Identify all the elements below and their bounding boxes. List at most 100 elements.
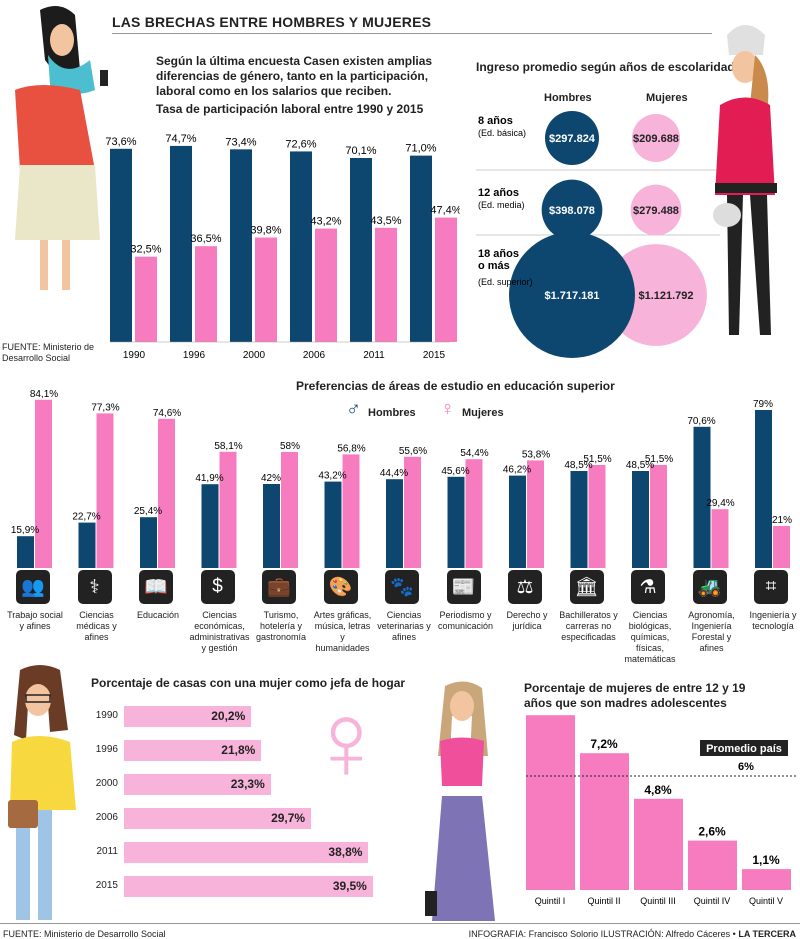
chart3-label-mujeres: 58% [280,441,300,452]
chart4-value-label: 21,8% [221,743,256,757]
woman-skirt-illustration [425,681,495,921]
chart5-reference-value: 6% [738,761,754,773]
chart3-bar-mujeres [219,451,237,568]
chart4-bar: 38,8% [124,842,369,863]
chart2-bubble-hombres [545,111,599,165]
chart3-label-mujeres: 51,5% [583,454,611,465]
chart5-bar [688,840,737,890]
chart1-bar-mujeres [435,217,457,342]
chart3-category-label: Ciencias económicas, administrativas y g… [189,610,250,653]
chart3-category-label: Turismo, hotelería y gastronomía [255,610,307,642]
chart1-label-mujeres: 47,4% [430,205,460,217]
chart2-title: Ingreso promedio según años de escolarid… [476,60,735,74]
chart3-label-hombres: 22,7% [72,512,100,523]
chart1-label-mujeres: 39,8% [250,225,281,237]
female-symbol-icon: ♀ [440,398,455,420]
chart2-label-mujeres: $279.488 [633,205,679,217]
chart3-bar-mujeres [465,459,483,568]
chart3-label-mujeres: 53,8% [522,449,550,460]
chart3-label-hombres: 48,5% [564,460,592,471]
chart3-label-hombres: 70,6% [687,416,715,427]
chart3-label-mujeres: 56,8% [337,443,365,454]
chart3-bar-hombres [201,484,219,568]
chart3-bar-mujeres [773,526,790,568]
suitcase-icon: 💼 [262,570,296,604]
chart1-bar-mujeres [375,227,397,342]
chart5-value-label: 2,6% [698,825,726,839]
chart3-bar-hombres [693,426,711,568]
chart3-bar-hombres [140,517,157,568]
chart3-bar-hombres [509,475,526,568]
chart2-bubble-mujeres [630,184,682,236]
chart5-tick-label: Quintil I [535,896,566,906]
chart3-label-hombres: 44,4% [380,468,408,479]
chart1-bar-hombres [410,155,432,342]
chart3-bar-mujeres [342,454,360,568]
chart5-title: Porcentaje de mujeres de entre 12 y 19 a… [524,681,746,710]
footer-credits: INFOGRAFIA: Francisco Solorio ILUSTRACIÓ… [469,929,796,939]
chart3-bar-hombres [263,484,280,568]
chart2-bubble-mujeres [605,244,707,346]
chart5-value-label: 9,2% [536,712,564,713]
chart3-label-mujeres: 21% [772,515,792,526]
chart3-category-label: Bachilleratos y carreras no especificada… [559,610,618,642]
chart4-bar: 21,8% [124,740,262,761]
chart4-bar: 29,7% [124,808,312,829]
footer-rule [0,923,800,924]
chart5-value-label: 1,1% [752,853,780,867]
chart3-category-label: Periodismo y comunicación [437,610,494,631]
chart1-title: Tasa de participación laboral entre 1990… [156,102,424,116]
chart4-year-label: 1996 [95,744,118,755]
woman-glasses-illustration [8,665,76,920]
chart3-category-label: Agronomía, Ingeniería Forestal y afines [688,610,735,653]
chart3-label-mujeres: 58,1% [214,441,242,452]
paw-icon: 🐾 [385,570,419,604]
chart1-bar-hombres [230,149,252,342]
tractor-icon: 🚜 [692,570,727,604]
chart4-year-label: 1990 [95,710,118,721]
title-rule [112,33,712,34]
people-icon: 👥 [16,570,50,604]
chart1-svg: 73,6% 32,5% 1990 74,7% 36,5% 1996 73,4% 39,8% 20… [105,133,460,361]
chart2-col-mujeres: Mujeres [646,92,688,104]
chart2-row-level: (Ed. básica) [478,128,526,138]
building-icon: 🏛 [569,570,604,604]
chart1-label-hombres: 72,6% [285,138,316,150]
chart3-bar-mujeres [527,460,544,568]
chart1-label-mujeres: 32,5% [130,244,161,256]
chart3-label-hombres: 46,2% [503,465,531,476]
money-icon: $ [200,570,235,604]
chart2-bubble-mujeres [632,114,680,162]
chart3-label-mujeres: 84,1% [30,389,58,400]
chart1-bar-hombres [110,148,132,342]
flask-icon: ⚗ [631,570,665,604]
chart2-row-years-b: o más [478,260,510,272]
chart5-bar [580,753,629,890]
chart1-label-hombres: 74,7% [165,133,196,145]
chart1-tick-label: 2000 [243,350,266,361]
chart2-label-mujeres: $209.688 [633,133,679,145]
chart3-svg: 15,9% 84,1% 22,7% 77,3% 25,4% 74,6% 41,9% 58,1%… [11,389,792,568]
chart2-row-level: (Ed. superior) [478,277,533,287]
chart1-bar-hombres [350,157,372,342]
chart3-bar-hombres [386,479,403,568]
chart3-category-label: Ciencias veterinarias y afines [377,610,431,642]
chart3-label-hombres: 45,6% [441,466,469,477]
chart4-value-label: 29,7% [271,811,306,825]
chart4-year-label: 2000 [95,778,118,789]
chart2-svg: $297.824 $209.688 8 años(Ed. básica) $398.0… [476,111,720,358]
male-symbol-icon: ♂ [346,398,361,420]
palette-icon: 🎨 [323,570,358,604]
chart3-bar-mujeres [711,509,729,568]
chart5-reference-box [700,740,788,756]
footer-credits-text: INFOGRAFIA: Francisco Solorio ILUSTRACIÓ… [468,929,739,939]
chart5-bar [634,798,683,890]
chart3-label-mujeres: 29,4% [706,498,734,509]
chart3-label-mujeres: 54,4% [460,448,488,459]
chart2-label-hombres: $398.078 [549,205,595,217]
circuit-icon: ⌗ [754,570,788,604]
chart3-label-mujeres: 74,6% [153,408,181,419]
chart1-bar-mujeres [315,228,337,342]
chart4-title: Porcentaje de casas con una mujer como j… [91,676,406,690]
chart2-row-years: 8 años [478,115,513,127]
